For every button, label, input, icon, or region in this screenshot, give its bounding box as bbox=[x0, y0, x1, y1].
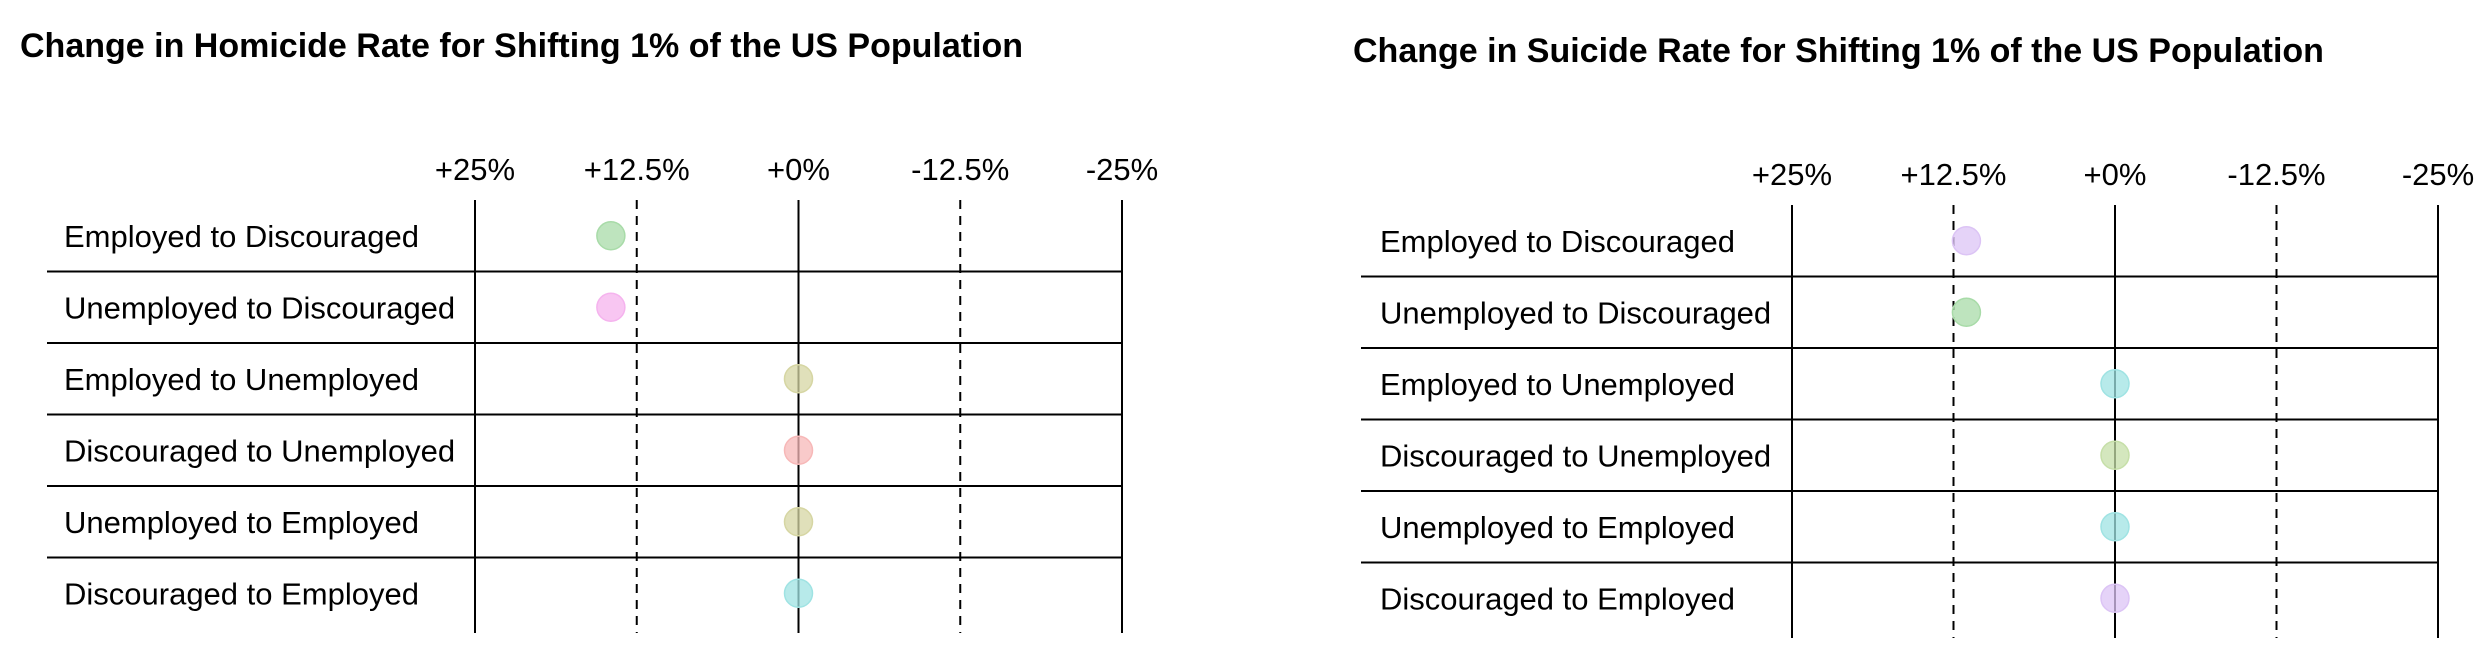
homicide-point-unemployed-to-employed bbox=[783, 507, 814, 537]
homicide-tick-label: -12.5% bbox=[911, 152, 1009, 187]
homicide-row-label-employed-to-discouraged: Employed to Discouraged bbox=[64, 219, 419, 254]
suicide-tick-label: +25% bbox=[1752, 157, 1832, 192]
homicide-point-unemployed-to-discouraged bbox=[596, 292, 626, 322]
homicide-point-employed-to-unemployed bbox=[783, 364, 814, 394]
homicide-row-label-discouraged-to-unemployed: Discouraged to Unemployed bbox=[64, 433, 455, 468]
suicide-point-discouraged-to-unemployed bbox=[2100, 440, 2130, 470]
suicide-row-label-discouraged-to-unemployed: Discouraged to Unemployed bbox=[1380, 438, 1771, 473]
suicide-tick-label: -12.5% bbox=[2227, 157, 2325, 192]
suicide-tick-label: +12.5% bbox=[1900, 157, 2006, 192]
suicide-point-employed-to-discouraged bbox=[1951, 226, 1982, 256]
homicide-tick-label: +12.5% bbox=[584, 152, 690, 187]
homicide-point-discouraged-to-employed bbox=[783, 578, 814, 608]
suicide-row-label-unemployed-to-discouraged: Unemployed to Discouraged bbox=[1380, 295, 1771, 330]
suicide-row-label-discouraged-to-employed: Discouraged to Employed bbox=[1380, 581, 1735, 616]
homicide-chart-panel: Change in Homicide Rate for Shifting 1% … bbox=[20, 27, 1158, 633]
suicide-chart-title: Change in Suicide Rate for Shifting 1% o… bbox=[1353, 32, 2324, 70]
homicide-row-label-discouraged-to-employed: Discouraged to Employed bbox=[64, 576, 419, 611]
homicide-point-employed-to-discouraged bbox=[596, 221, 626, 251]
homicide-tick-label: -25% bbox=[1086, 152, 1158, 187]
homicide-tick-label: +25% bbox=[435, 152, 515, 187]
homicide-row-label-unemployed-to-employed: Unemployed to Employed bbox=[64, 505, 419, 540]
suicide-point-discouraged-to-employed bbox=[2100, 583, 2130, 613]
homicide-row-label-employed-to-unemployed: Employed to Unemployed bbox=[64, 362, 419, 397]
suicide-tick-label: -25% bbox=[2402, 157, 2474, 192]
suicide-tick-label: +0% bbox=[2084, 157, 2147, 192]
homicide-tick-label: +0% bbox=[767, 152, 830, 187]
suicide-point-unemployed-to-employed bbox=[2100, 512, 2130, 542]
homicide-point-discouraged-to-unemployed bbox=[783, 435, 814, 465]
homicide-row-label-unemployed-to-discouraged: Unemployed to Discouraged bbox=[64, 290, 455, 325]
suicide-row-label-employed-to-unemployed: Employed to Unemployed bbox=[1380, 367, 1735, 402]
suicide-point-unemployed-to-discouraged bbox=[1951, 297, 1982, 327]
suicide-row-label-employed-to-discouraged: Employed to Discouraged bbox=[1380, 224, 1735, 259]
suicide-row-label-unemployed-to-employed: Unemployed to Employed bbox=[1380, 510, 1735, 545]
suicide-point-employed-to-unemployed bbox=[2100, 369, 2130, 399]
suicide-chart-panel: Change in Suicide Rate for Shifting 1% o… bbox=[1353, 32, 2474, 638]
homicide-chart-title: Change in Homicide Rate for Shifting 1% … bbox=[20, 27, 1023, 65]
